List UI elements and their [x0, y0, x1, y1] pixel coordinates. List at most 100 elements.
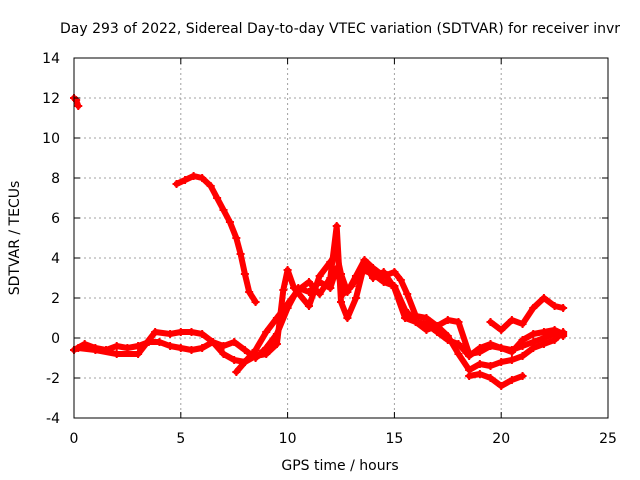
- data-point: [112, 342, 121, 350]
- data-point: [539, 340, 548, 348]
- data-point: [134, 350, 143, 358]
- data-point: [240, 358, 249, 366]
- data-point: [230, 338, 239, 346]
- data-point: [315, 272, 324, 280]
- data-point: [219, 350, 228, 358]
- data-point: [454, 350, 463, 358]
- data-point: [443, 332, 452, 340]
- data-point: [279, 286, 288, 294]
- data-series-s5: [233, 223, 567, 375]
- data-point: [187, 346, 196, 354]
- data-point: [507, 356, 516, 364]
- data-point: [486, 362, 495, 370]
- data-point: [539, 294, 548, 302]
- data-point: [529, 330, 538, 338]
- data-point: [230, 356, 239, 364]
- data-point: [72, 96, 81, 104]
- data-point: [343, 288, 352, 296]
- data-point: [559, 328, 568, 336]
- data-point: [272, 340, 281, 348]
- x-tick-label: 0: [70, 431, 79, 447]
- data-point: [529, 344, 538, 352]
- data-point: [518, 352, 527, 360]
- ticks: 0 5 10 15 20 25 -4 -2 0 2 4 6 8 10 12 14: [42, 51, 617, 447]
- data-point: [486, 374, 495, 382]
- data-point: [343, 314, 352, 322]
- y-tick-label: 14: [42, 51, 60, 67]
- data-point: [518, 336, 527, 344]
- data-point: [240, 346, 249, 354]
- data-point: [176, 344, 185, 352]
- data-point: [550, 302, 559, 310]
- data-point: [166, 342, 175, 350]
- data-point: [337, 298, 345, 306]
- data-point: [507, 316, 516, 324]
- y-tick-label: 6: [51, 211, 60, 227]
- data-point: [172, 180, 181, 188]
- series-layer: [70, 94, 568, 390]
- data-point: [396, 276, 405, 284]
- data-point: [379, 268, 388, 276]
- x-tick-label: 20: [492, 431, 510, 447]
- data-point: [74, 344, 83, 352]
- grid: [74, 58, 608, 418]
- data-point: [497, 358, 506, 366]
- data-point: [251, 346, 260, 354]
- data-point: [507, 376, 516, 384]
- data-point: [232, 234, 241, 242]
- data-point: [219, 342, 228, 350]
- data-point: [151, 328, 160, 336]
- data-point: [198, 330, 207, 338]
- data-point: [155, 338, 164, 346]
- y-axis-label: SDTVAR / TECUs: [7, 181, 23, 296]
- data-point: [272, 314, 281, 322]
- data-point: [326, 274, 335, 282]
- data-point: [206, 182, 215, 190]
- data-point: [294, 286, 303, 294]
- data-point: [465, 350, 474, 358]
- data-point: [351, 294, 360, 302]
- y-tick-label: -2: [46, 371, 60, 387]
- data-point: [507, 348, 516, 356]
- plot-frame: [73, 57, 609, 419]
- data-point: [176, 328, 185, 336]
- data-point: [475, 360, 484, 368]
- data-point: [315, 290, 324, 298]
- data-point: [559, 304, 568, 312]
- y-tick-label: 12: [42, 91, 60, 107]
- data-point: [332, 222, 341, 230]
- data-point: [283, 300, 292, 308]
- data-point: [422, 326, 431, 334]
- y-tick-label: 10: [42, 131, 60, 147]
- data-point: [411, 318, 420, 326]
- data-point: [262, 328, 271, 336]
- data-point: [475, 348, 484, 356]
- data-point: [326, 284, 335, 292]
- data-point: [283, 266, 292, 274]
- data-point: [550, 326, 559, 334]
- data-point: [187, 328, 196, 336]
- x-tick-label: 15: [385, 431, 403, 447]
- data-point: [304, 302, 313, 310]
- data-point: [497, 344, 506, 352]
- data-point: [123, 344, 132, 352]
- data-point: [189, 172, 198, 180]
- data-point: [486, 342, 495, 350]
- x-tick-label: 10: [279, 431, 297, 447]
- x-tick-label: 25: [599, 431, 617, 447]
- y-tick-label: -4: [46, 411, 60, 427]
- x-axis-label: GPS time / hours: [281, 458, 398, 474]
- data-point: [390, 284, 399, 292]
- data-point: [198, 344, 207, 352]
- x-tick-label: 5: [176, 431, 185, 447]
- data-point: [454, 318, 463, 326]
- data-point: [166, 330, 175, 338]
- data-point: [539, 328, 548, 336]
- data-point: [236, 250, 245, 258]
- data-point: [245, 288, 254, 296]
- data-point: [74, 102, 83, 110]
- data-point: [486, 318, 495, 326]
- y-tick-label: 4: [51, 251, 60, 267]
- chart-title: Day 293 of 2022, Sidereal Day-to-day VTE…: [60, 21, 620, 37]
